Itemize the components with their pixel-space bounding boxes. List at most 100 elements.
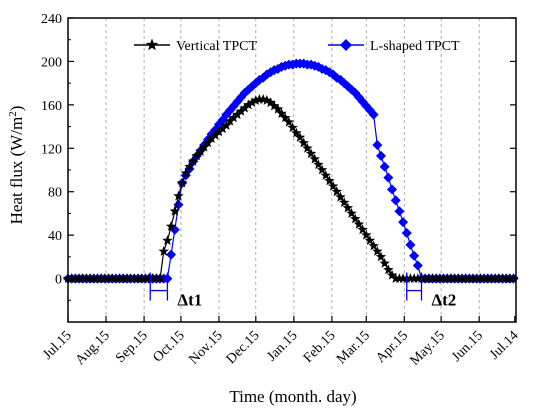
- x-tick-label: Jul.15: [40, 328, 75, 363]
- x-tick-label: Jun.15: [449, 328, 486, 365]
- y-tick-label: 200: [41, 55, 62, 70]
- star-marker: [357, 224, 368, 235]
- star-marker: [162, 235, 173, 245]
- star-marker: [158, 245, 169, 256]
- star-marker: [302, 142, 313, 153]
- x-tick-label: Sep.15: [113, 328, 151, 366]
- diamond-marker: [390, 195, 401, 206]
- star-marker: [350, 213, 361, 224]
- star-marker: [361, 229, 372, 240]
- series-line: [68, 63, 514, 280]
- star-marker: [368, 240, 379, 251]
- diamond-marker: [405, 239, 416, 250]
- star-marker: [327, 180, 339, 191]
- y-tick-label: 0: [55, 273, 62, 288]
- diamond-marker: [375, 150, 386, 161]
- series-layer: [62, 58, 519, 284]
- star-marker: [283, 116, 295, 127]
- star-marker: [342, 202, 354, 213]
- x-tick-label: Oct.15: [150, 328, 187, 365]
- star-marker: [169, 205, 180, 216]
- star-marker: [331, 186, 342, 197]
- series-l-shaped-tpct: [63, 58, 519, 284]
- star-marker: [191, 150, 203, 161]
- star-marker: [375, 251, 387, 262]
- star-marker: [269, 100, 280, 111]
- diamond-marker: [394, 206, 405, 217]
- grid-layer: [105, 18, 480, 322]
- y-axis-title-end: ): [7, 106, 26, 112]
- y-axis-title: Heat flux (W/m2): [7, 106, 26, 225]
- x-tick-label: Nov.15: [186, 328, 225, 367]
- star-marker: [145, 38, 159, 51]
- star-marker: [188, 155, 199, 166]
- star-marker: [353, 218, 365, 229]
- star-marker: [213, 126, 225, 137]
- delta-t-label: Δt1: [177, 291, 202, 310]
- star-marker: [309, 153, 320, 164]
- y-axis-title-main: Heat flux (W/m: [7, 117, 26, 225]
- x-tick-label: May.15: [407, 328, 447, 368]
- star-marker: [235, 105, 247, 116]
- star-marker: [224, 115, 236, 126]
- star-marker: [261, 95, 273, 105]
- delta-t-annotation: Δt2: [406, 272, 456, 310]
- x-tick-label: Apr.15: [373, 328, 411, 366]
- diamond-marker: [409, 250, 420, 261]
- y-axis-title-sup: 2: [7, 111, 19, 117]
- star-marker: [239, 102, 250, 113]
- diamond-marker: [387, 184, 398, 195]
- legend-item: Vertical TPCT: [134, 38, 257, 54]
- legend-label: L-shaped TPCT: [370, 39, 460, 54]
- star-marker: [338, 197, 350, 207]
- x-tick-label: Jul.14: [487, 328, 522, 363]
- star-marker: [243, 99, 254, 110]
- star-marker: [202, 137, 214, 148]
- diamond-marker: [379, 161, 390, 172]
- diamond-marker: [412, 260, 423, 271]
- star-marker: [379, 257, 390, 268]
- legend-item: L-shaped TPCT: [328, 39, 460, 54]
- star-marker: [383, 264, 394, 275]
- delta-t-label: Δt2: [431, 291, 456, 310]
- star-marker: [372, 245, 383, 256]
- star-marker: [313, 159, 324, 169]
- star-marker: [346, 207, 357, 218]
- star-marker: [298, 137, 309, 148]
- star-marker: [287, 122, 298, 133]
- star-marker: [154, 273, 166, 283]
- diamond-marker: [398, 217, 409, 228]
- y-tick-label: 80: [48, 186, 62, 201]
- series-vertical-tpct: [62, 93, 519, 283]
- diamond-marker: [372, 140, 383, 151]
- diamond-marker: [383, 172, 394, 183]
- star-marker: [335, 191, 346, 202]
- y-tick-label: 240: [41, 12, 62, 27]
- x-tick-label: Feb.15: [301, 328, 339, 366]
- star-marker: [265, 97, 276, 108]
- star-marker: [305, 148, 317, 159]
- legend-label: Vertical TPCT: [176, 39, 257, 54]
- star-marker: [276, 108, 287, 118]
- star-marker: [210, 129, 221, 140]
- star-marker: [217, 123, 228, 134]
- star-marker: [250, 95, 261, 105]
- diamond-marker: [368, 109, 379, 120]
- y-tick-label: 40: [48, 229, 62, 244]
- star-marker: [221, 120, 232, 130]
- star-marker: [176, 177, 188, 188]
- star-marker: [272, 103, 284, 114]
- star-marker: [246, 97, 258, 108]
- y-tick-label: 120: [41, 142, 62, 157]
- legend: Vertical TPCT L-shaped TPCT: [134, 38, 460, 54]
- diamond-marker: [166, 249, 177, 260]
- star-marker: [294, 131, 306, 142]
- star-marker: [386, 269, 398, 280]
- x-tick-label: Aug.15: [73, 328, 113, 368]
- star-marker: [199, 141, 210, 152]
- star-marker: [320, 169, 331, 180]
- star-marker: [165, 221, 177, 231]
- star-marker: [184, 161, 195, 172]
- star-marker: [316, 164, 328, 175]
